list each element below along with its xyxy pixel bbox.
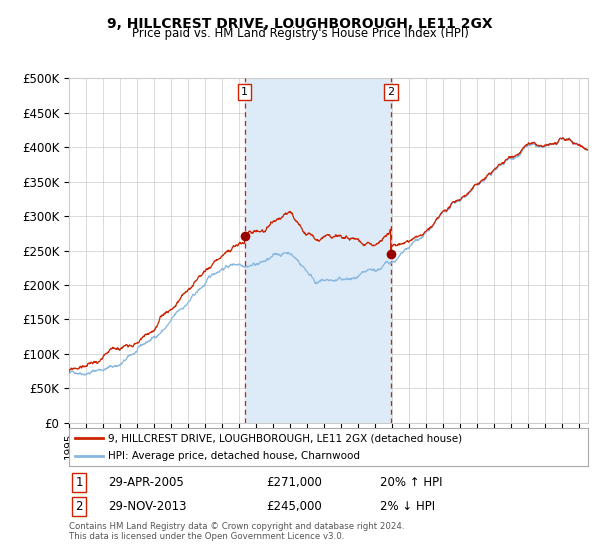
Text: This data is licensed under the Open Government Licence v3.0.: This data is licensed under the Open Gov… [69,532,344,541]
Text: 29-NOV-2013: 29-NOV-2013 [108,500,187,513]
Text: Price paid vs. HM Land Registry's House Price Index (HPI): Price paid vs. HM Land Registry's House … [131,27,469,40]
Text: 1: 1 [241,87,248,97]
Text: 1: 1 [75,476,83,489]
Text: £245,000: £245,000 [266,500,322,513]
Text: 2% ↓ HPI: 2% ↓ HPI [380,500,436,513]
Text: HPI: Average price, detached house, Charnwood: HPI: Average price, detached house, Char… [108,451,360,461]
Text: 29-APR-2005: 29-APR-2005 [108,476,184,489]
Text: 9, HILLCREST DRIVE, LOUGHBOROUGH, LE11 2GX (detached house): 9, HILLCREST DRIVE, LOUGHBOROUGH, LE11 2… [108,433,462,443]
Text: 9, HILLCREST DRIVE, LOUGHBOROUGH, LE11 2GX: 9, HILLCREST DRIVE, LOUGHBOROUGH, LE11 2… [107,17,493,31]
Text: 2: 2 [75,500,83,513]
Text: 2: 2 [388,87,395,97]
Text: Contains HM Land Registry data © Crown copyright and database right 2024.: Contains HM Land Registry data © Crown c… [69,522,404,531]
Text: 20% ↑ HPI: 20% ↑ HPI [380,476,443,489]
Bar [245,78,391,423]
Text: £271,000: £271,000 [266,476,322,489]
